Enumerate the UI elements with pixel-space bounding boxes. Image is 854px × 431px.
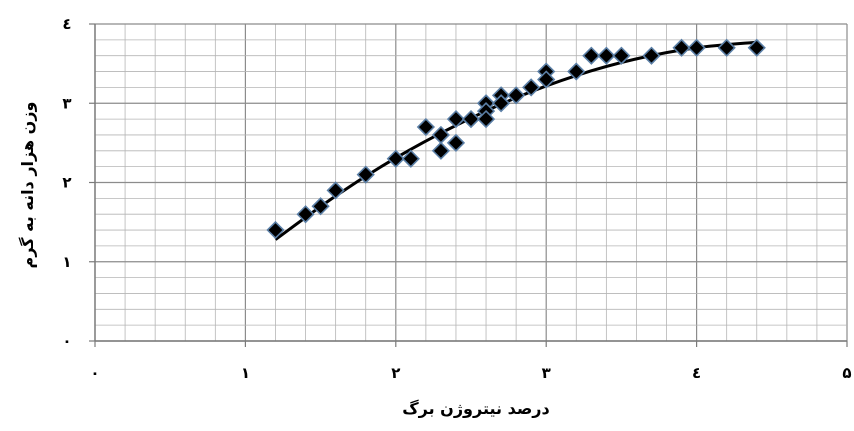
data-point — [597, 46, 616, 65]
x-tick-label: ۰ — [90, 364, 99, 382]
data-point — [296, 205, 315, 224]
data-point — [687, 38, 706, 57]
x-tick-label: ۱ — [241, 364, 250, 382]
data-point — [386, 149, 405, 168]
data-points — [266, 38, 766, 240]
data-point — [416, 117, 436, 137]
data-point — [612, 46, 631, 65]
data-point — [642, 46, 661, 65]
x-axis-title: درصد نیتروژن برگ — [402, 399, 549, 418]
data-point — [506, 86, 526, 105]
data-point — [537, 70, 556, 89]
axes — [89, 23, 848, 347]
data-point — [672, 38, 691, 57]
data-point — [491, 94, 511, 113]
data-point — [567, 62, 586, 81]
data-point — [266, 220, 285, 240]
y-tick-label: ۱ — [62, 253, 71, 271]
grid — [94, 23, 848, 342]
y-axis-title: وزن هزار دانه به گرم — [18, 102, 37, 269]
y-tick-label: ۲ — [62, 174, 71, 192]
data-point — [461, 109, 481, 129]
data-point — [431, 141, 451, 160]
data-point — [326, 181, 345, 200]
data-point — [582, 46, 601, 65]
y-tick-label: ۰ — [62, 332, 71, 350]
x-tick-label: ۵ — [842, 364, 851, 382]
data-point — [401, 149, 420, 168]
data-point — [522, 78, 541, 97]
data-point — [311, 197, 330, 216]
tick-labels: ۰ ۱ ۲ ۳ ٤ ۵ ۰ ۱ ۲ ۳ ٤ — [62, 15, 851, 382]
x-tick-label: ۲ — [391, 364, 400, 382]
data-point — [747, 38, 766, 57]
data-point — [476, 109, 496, 129]
data-point — [446, 109, 466, 129]
y-tick-label: ٤ — [62, 15, 71, 33]
data-point — [446, 133, 466, 153]
x-tick-label: ٤ — [692, 364, 701, 382]
data-point — [356, 165, 375, 184]
y-tick-label: ۳ — [62, 94, 71, 112]
data-point — [717, 38, 736, 57]
x-tick-label: ۳ — [542, 364, 551, 382]
